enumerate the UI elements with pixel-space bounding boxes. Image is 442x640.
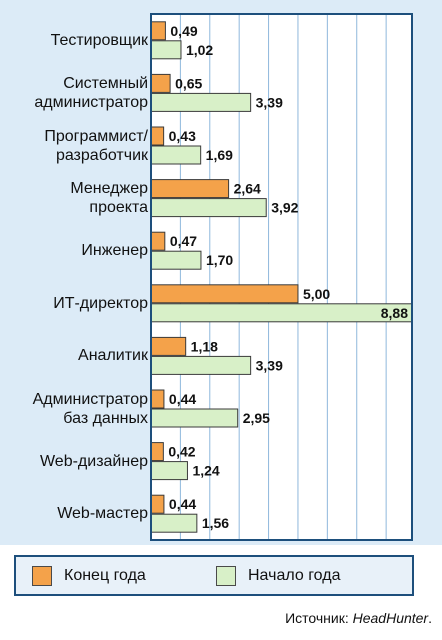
- legend: Конец года Начало года: [14, 555, 414, 596]
- bar-start-of-year: [150, 250, 202, 270]
- source-suffix: .: [428, 610, 432, 626]
- legend-swatch-start: [216, 566, 236, 586]
- category-label: Менеджер проекта: [70, 180, 148, 217]
- category-label: Web-дизайнер: [39, 452, 148, 470]
- category-label: Web-мастер: [57, 505, 148, 523]
- bar-start-of-year: [150, 355, 252, 375]
- bar-end-of-year: [150, 231, 166, 251]
- bar-end-of-year: [150, 336, 187, 356]
- category-label: Администратор баз данных: [32, 390, 148, 427]
- bar-value-label: 3,39: [256, 94, 283, 110]
- source-note: Источник: HeadHunter.: [285, 610, 432, 626]
- bar-value-label: 0,49: [170, 23, 197, 39]
- bar-end-of-year: [150, 442, 164, 462]
- plot-border: [150, 13, 413, 541]
- bar-end-of-year: [150, 73, 171, 93]
- category-label: Системный администратор: [34, 74, 148, 111]
- bar-end-of-year: [150, 389, 165, 409]
- source-prefix: Источник:: [285, 610, 349, 626]
- bar-value-label: 1,18: [191, 338, 218, 354]
- bar-value-label: 1,56: [202, 515, 229, 531]
- category-label: Тестировщик: [50, 31, 148, 49]
- category-label: Инженер: [81, 242, 148, 260]
- chart-panel: 0,49 1,02 0,65 3,39 0,43 1,69 2,64 3,92 0,47 1,70…: [0, 0, 442, 545]
- bar-value-label: 1,24: [192, 463, 219, 479]
- legend-item-end: Конец года: [32, 566, 146, 586]
- bar-value-label: 1,02: [186, 42, 213, 58]
- bar-value-label: 0,42: [168, 444, 195, 460]
- bar-start-of-year: [150, 198, 267, 218]
- bar-end-of-year: [150, 179, 230, 199]
- bar-start-of-year: [150, 303, 413, 323]
- bar-value-label: 0,65: [175, 75, 202, 91]
- source-name: HeadHunter: [352, 610, 429, 626]
- legend-label-start: Начало года: [248, 567, 341, 584]
- bar-value-label: 0,44: [169, 496, 196, 512]
- legend-swatch-end: [32, 566, 52, 586]
- bar-value-label: 0,44: [169, 391, 196, 407]
- bar-chart: 0,49 1,02 0,65 3,39 0,43 1,69 2,64 3,92 0,47 1,70…: [150, 13, 413, 541]
- legend-item-start: Начало года: [216, 566, 340, 586]
- bar-start-of-year: [150, 40, 182, 60]
- bar-start-of-year: [150, 513, 198, 533]
- bar-start-of-year: [150, 408, 239, 428]
- bar-end-of-year: [150, 126, 165, 146]
- category-label: Программист/ разработчик: [44, 127, 148, 164]
- bar-start-of-year: [150, 461, 188, 481]
- bar-value-label: 5,00: [303, 286, 330, 302]
- bar-value-label: 1,70: [206, 252, 233, 268]
- bar-end-of-year: [150, 21, 166, 41]
- bar-value-label: 3,92: [271, 200, 298, 216]
- legend-label-end: Конец года: [64, 567, 146, 584]
- bar-value-label: 2,95: [243, 410, 270, 426]
- bar-end-of-year: [150, 494, 165, 514]
- bar-end-of-year: [150, 284, 299, 304]
- category-label: Аналитик: [78, 347, 148, 365]
- bar-value-label: 8,88: [381, 305, 408, 321]
- bar-start-of-year: [150, 145, 202, 165]
- bar-value-label: 2,64: [234, 181, 261, 197]
- bar-value-label: 0,43: [169, 128, 196, 144]
- bar-start-of-year: [150, 92, 252, 112]
- category-label: ИТ-директор: [53, 294, 148, 312]
- bar-value-label: 0,47: [170, 233, 197, 249]
- bar-value-label: 1,69: [206, 147, 233, 163]
- bar-value-label: 3,39: [256, 357, 283, 373]
